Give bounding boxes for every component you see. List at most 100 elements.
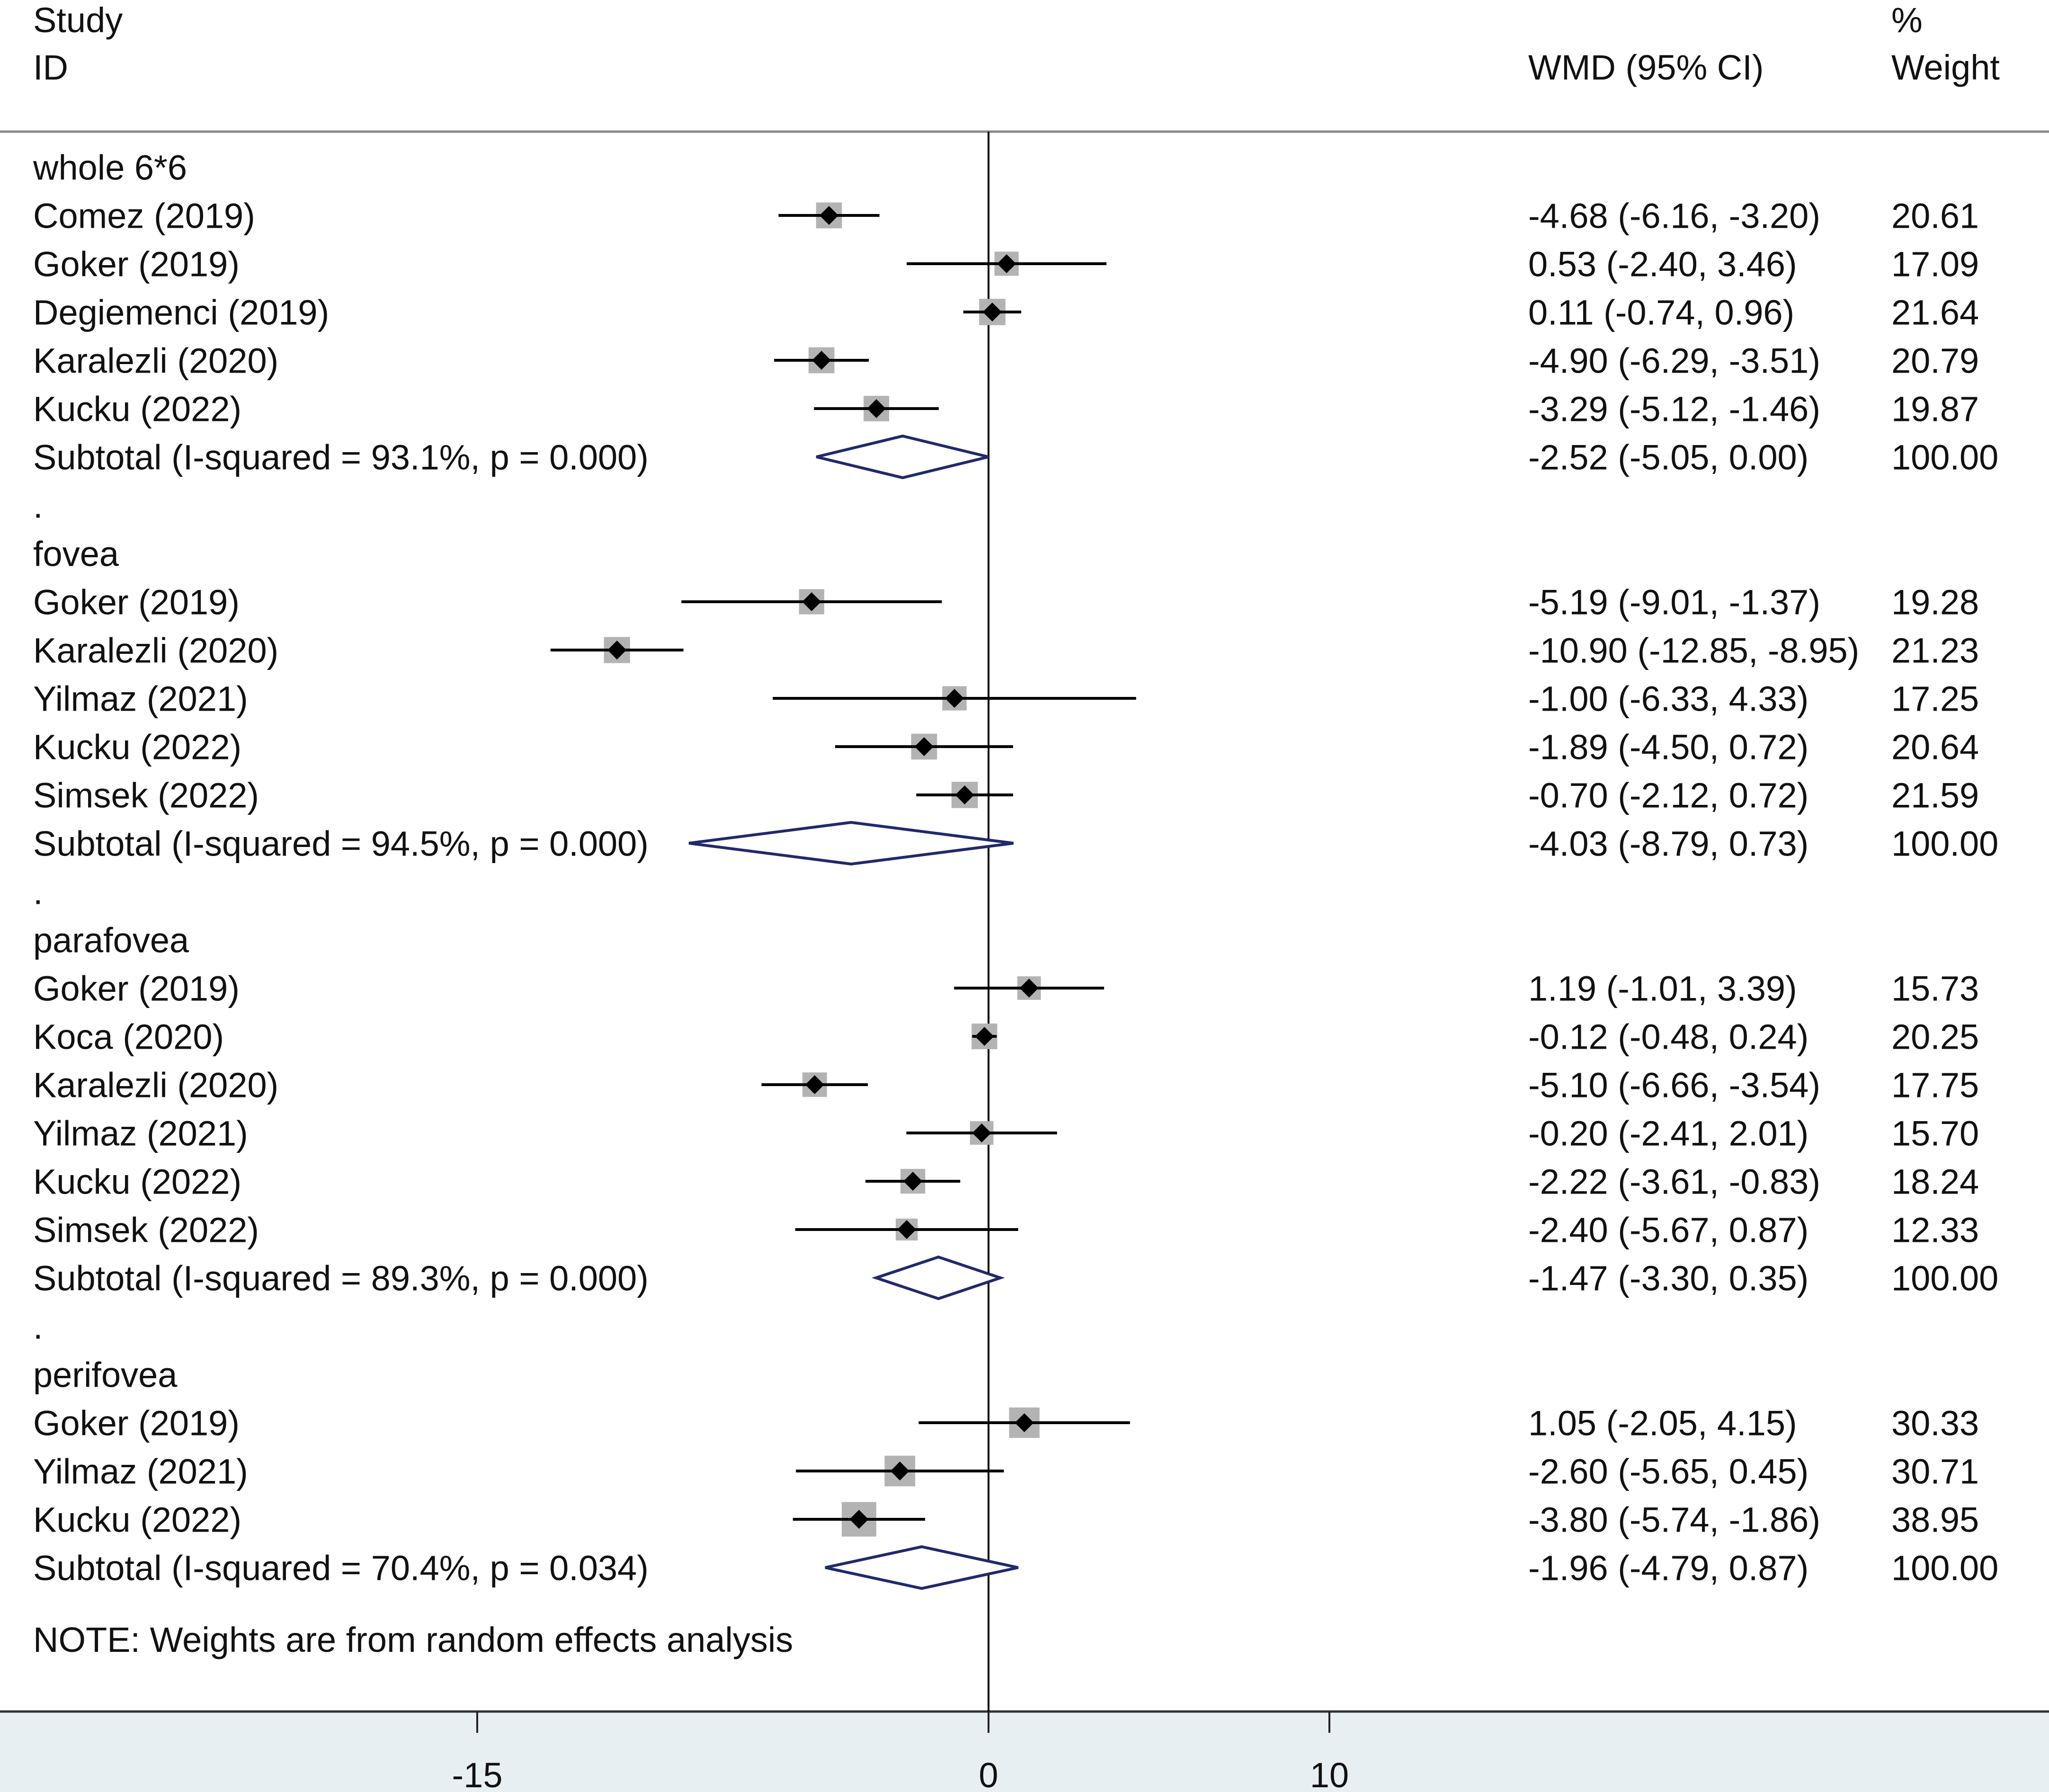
- group-separator: .: [33, 873, 43, 912]
- effect-ci-text: -2.40 (-5.67, 0.87): [1528, 1211, 1808, 1250]
- header-weight-percent: %: [1891, 0, 1923, 40]
- study-label: Goker (2019): [33, 583, 240, 622]
- effect-ci-text: -4.68 (-6.16, -3.20): [1528, 196, 1820, 236]
- weight-text: 20.25: [1891, 1017, 1979, 1057]
- effect-ci-text: -3.80 (-5.74, -1.86): [1528, 1500, 1820, 1540]
- effect-ci-text: -1.89 (-4.50, 0.72): [1528, 728, 1808, 767]
- x-axis-ticks: -15 0 10: [452, 1712, 1349, 1792]
- group-label: perifovea: [33, 1355, 178, 1395]
- study-label: Goker (2019): [33, 245, 240, 284]
- study-label: Simsek (2022): [33, 1211, 259, 1250]
- point-estimate: [867, 399, 886, 418]
- point-estimate: [897, 1220, 917, 1239]
- effect-ci-text: -2.60 (-5.65, 0.45): [1528, 1452, 1808, 1491]
- effect-ci-text: 1.05 (-2.05, 4.15): [1528, 1404, 1797, 1443]
- weight-text: 21.23: [1891, 631, 1979, 670]
- point-estimate: [820, 206, 839, 225]
- effect-ci-text: -1.47 (-3.30, 0.35): [1528, 1259, 1808, 1298]
- x-tick-label: -15: [452, 1756, 503, 1792]
- point-estimate: [812, 351, 831, 370]
- header-effect: WMD (95% CI): [1528, 48, 1764, 87]
- subtotal-label: Subtotal (I-squared = 89.3%, p = 0.000): [33, 1259, 649, 1298]
- group-label: parafovea: [33, 921, 189, 960]
- weight-text: 17.25: [1891, 679, 1979, 719]
- row-labels: whole 6*6 Comez (2019) -4.68 (-6.16, -3.20…: [33, 148, 1998, 1588]
- point-estimate: [607, 641, 627, 660]
- effect-ci-text: -0.70 (-2.12, 0.72): [1528, 776, 1808, 815]
- x-tick-label: 0: [979, 1756, 998, 1792]
- weight-text: 15.73: [1891, 969, 1979, 1008]
- point-estimate: [1019, 979, 1039, 998]
- study-label: Yilmaz (2021): [33, 1114, 248, 1153]
- axis-band: [0, 1712, 2049, 1792]
- weight-text: 18.24: [1891, 1162, 1979, 1202]
- effect-ci-text: -4.90 (-6.29, -3.51): [1528, 341, 1820, 381]
- study-label: Kucku (2022): [33, 390, 241, 429]
- pooled-diamond: [816, 434, 989, 480]
- pooled-diamond: [825, 1545, 1019, 1590]
- header-weight: Weight: [1891, 48, 2000, 87]
- header-study: Study: [33, 0, 123, 40]
- study-label: Simsek (2022): [33, 776, 259, 815]
- study-label: Yilmaz (2021): [33, 1452, 248, 1491]
- study-label: Comez (2019): [33, 196, 255, 236]
- effect-ci-text: -0.12 (-0.48, 0.24): [1528, 1017, 1808, 1057]
- study-label: Koca (2020): [33, 1017, 224, 1057]
- point-estimate: [890, 1462, 909, 1480]
- group-separator: .: [33, 1307, 43, 1346]
- point-estimate: [945, 689, 964, 708]
- effect-ci-text: -3.29 (-5.12, -1.46): [1528, 390, 1820, 429]
- study-label: Degiemenci (2019): [33, 293, 329, 332]
- subtotal-label: Subtotal (I-squared = 93.1%, p = 0.000): [33, 438, 649, 477]
- study-label: Karalezli (2020): [33, 1066, 278, 1105]
- study-label: Yilmaz (2021): [33, 679, 248, 719]
- weight-text: 30.71: [1891, 1452, 1979, 1491]
- study-label: Kucku (2022): [33, 728, 241, 767]
- weight-text: 20.79: [1891, 341, 1979, 381]
- effect-ci-text: -2.52 (-5.05, 0.00): [1528, 438, 1808, 477]
- point-estimate: [1015, 1413, 1034, 1432]
- point-estimate: [849, 1510, 869, 1529]
- study-label: Karalezli (2020): [33, 631, 278, 670]
- study-label: Kucku (2022): [33, 1162, 241, 1202]
- weight-text: 100.00: [1891, 438, 1998, 477]
- weight-text: 17.75: [1891, 1066, 1979, 1105]
- weight-text: 19.87: [1891, 390, 1979, 429]
- point-estimate: [802, 592, 821, 611]
- point-estimate: [903, 1172, 923, 1191]
- study-label: Goker (2019): [33, 969, 240, 1008]
- weight-text: 21.64: [1891, 293, 1979, 332]
- effect-ci-text: -5.19 (-9.01, -1.37): [1528, 583, 1820, 622]
- study-label: Karalezli (2020): [33, 341, 278, 381]
- weight-text: 100.00: [1891, 824, 1998, 864]
- point-estimate: [955, 785, 974, 804]
- effect-ci-text: -5.10 (-6.66, -3.54): [1528, 1066, 1820, 1105]
- plot-marks: [550, 132, 1136, 1712]
- group-label: whole 6*6: [33, 148, 187, 187]
- subtotal-label: Subtotal (I-squared = 94.5%, p = 0.000): [33, 824, 649, 864]
- effect-ci-text: 1.19 (-1.01, 3.39): [1528, 969, 1797, 1008]
- group-separator: .: [33, 486, 43, 526]
- weight-text: 17.09: [1891, 245, 1979, 284]
- weight-text: 15.70: [1891, 1114, 1979, 1153]
- effect-ci-text: 0.11 (-0.74, 0.96): [1528, 293, 1794, 332]
- weight-text: 19.28: [1891, 583, 1979, 622]
- weight-text: 30.33: [1891, 1404, 1979, 1443]
- weight-text: 20.64: [1891, 728, 1979, 767]
- note-text: NOTE: Weights are from random effects an…: [33, 1620, 793, 1659]
- weight-text: 20.61: [1891, 196, 1979, 236]
- point-estimate: [805, 1075, 824, 1094]
- study-label: Goker (2019): [33, 1404, 240, 1443]
- weight-text: 38.95: [1891, 1500, 1979, 1540]
- group-label: fovea: [33, 535, 119, 574]
- header-id: ID: [33, 48, 68, 87]
- point-estimate: [914, 737, 934, 756]
- point-estimate: [972, 1123, 991, 1142]
- effect-ci-text: -0.20 (-2.41, 2.01): [1528, 1114, 1808, 1153]
- pooled-diamond: [688, 820, 1014, 866]
- effect-ci-text: -1.96 (-4.79, 0.87): [1528, 1549, 1808, 1588]
- x-tick-label: 10: [1310, 1756, 1349, 1792]
- weight-text: 12.33: [1891, 1211, 1979, 1250]
- pooled-diamond: [871, 1255, 1005, 1301]
